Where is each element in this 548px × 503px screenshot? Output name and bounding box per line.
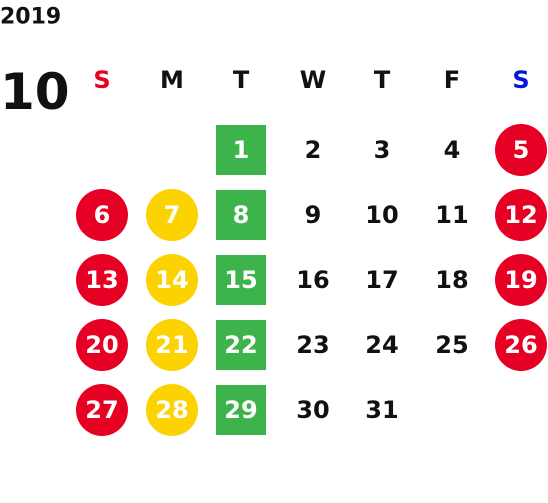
day-number: 10 [365,201,398,229]
day-number: 19 [504,266,537,294]
day-highlight [146,254,198,306]
day-number: 6 [94,201,111,229]
weekday-label: F [444,66,460,94]
day-number: 26 [504,331,537,359]
day-number: 23 [296,331,329,359]
day-number: 5 [513,136,530,164]
day-highlight [495,319,547,371]
day-number: 16 [296,266,329,294]
day-highlight [76,254,128,306]
day-highlight [216,320,266,370]
day-number: 12 [504,201,537,229]
weekday-label: S [93,66,110,94]
day-number: 9 [305,201,322,229]
day-highlight [216,125,266,175]
day-number: 2 [305,136,322,164]
day-highlight [76,319,128,371]
day-highlight [76,189,128,241]
day-highlight [495,254,547,306]
weekday-label: M [160,66,184,94]
day-number: 7 [164,201,181,229]
day-number: 24 [365,331,398,359]
day-number: 11 [435,201,468,229]
weekday-label: W [300,66,326,94]
day-number: 1 [233,136,250,164]
weekday-label: T [233,66,250,94]
day-highlight [216,385,266,435]
day-number: 8 [233,201,250,229]
day-highlight [146,384,198,436]
day-number: 27 [85,396,118,424]
day-highlight [495,189,547,241]
day-number: 22 [224,331,257,359]
day-highlight [146,189,198,241]
day-number: 18 [435,266,468,294]
day-highlight [76,384,128,436]
day-number: 15 [224,266,257,294]
day-number: 25 [435,331,468,359]
day-number: 14 [155,266,188,294]
year: 2019 [0,5,61,30]
day-number: 28 [155,396,188,424]
day-number: 13 [85,266,118,294]
month: 10 [0,63,70,121]
weekday-label: S [512,66,529,94]
day-number: 21 [155,331,188,359]
weekday-label: T [374,66,391,94]
day-number: 31 [365,396,398,424]
day-highlight [495,124,547,176]
day-number: 4 [444,136,461,164]
day-highlight [216,190,266,240]
day-number: 20 [85,331,118,359]
day-number: 3 [374,136,391,164]
day-highlight [146,319,198,371]
day-number: 17 [365,266,398,294]
day-number: 30 [296,396,329,424]
day-highlight [216,255,266,305]
day-number: 29 [224,396,257,424]
